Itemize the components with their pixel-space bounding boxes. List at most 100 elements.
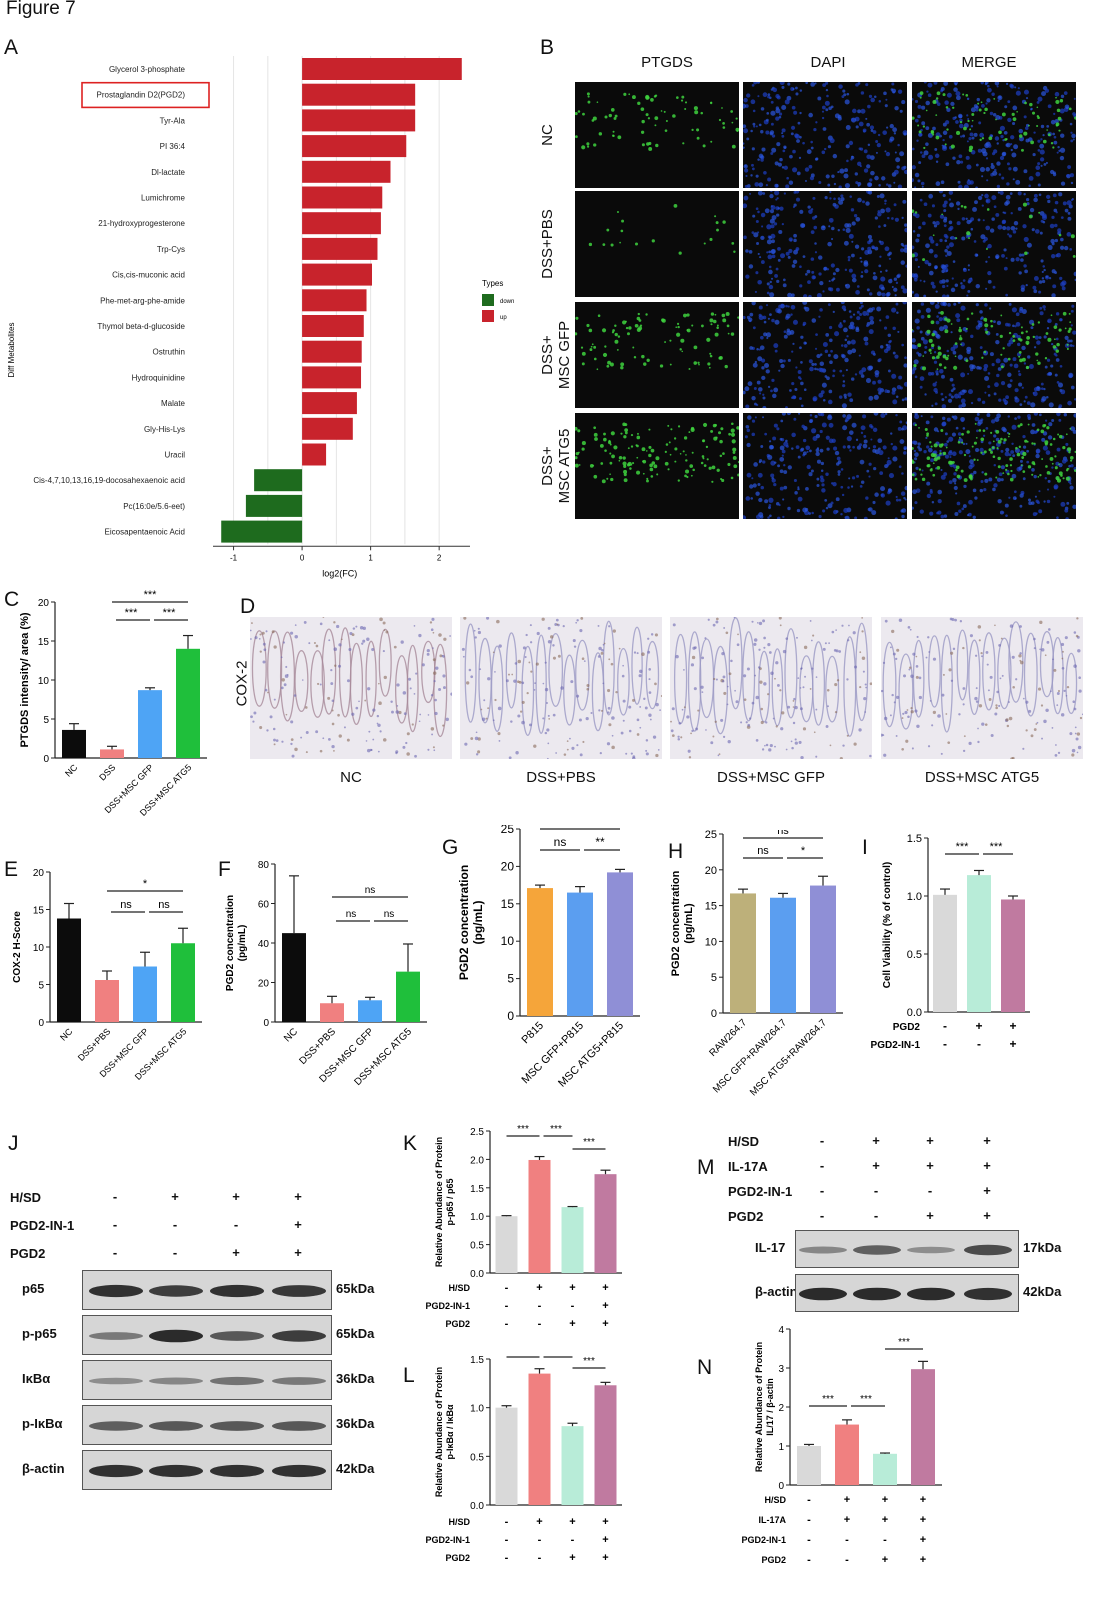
treatment-label-1: IL-17A	[728, 1159, 768, 1174]
N-y-tick-label-4: 4	[778, 1325, 784, 1336]
micrograph-texture-ptgds-3	[575, 422, 739, 484]
a-bar-11	[302, 340, 362, 363]
E-y-tick-label-4: 20	[33, 868, 45, 879]
panel-i-chart: 0.0 0.5 1.0 1.5 Cell Viability (% of control…	[871, 833, 1030, 1051]
G-y-tick-label-4: 20	[501, 859, 515, 873]
H-y-tick-label-0: 0	[711, 1008, 717, 1020]
L-y-tick-label-3: 1.5	[470, 1355, 484, 1366]
blot-strip-1	[82, 1315, 332, 1355]
F-bracket-label-2: ns	[384, 909, 395, 920]
E-y-axis-label-0: COX-2 H-Score	[12, 911, 23, 983]
cox2-label: COX-2	[233, 660, 251, 707]
a-category-label-13: Malate	[161, 399, 186, 408]
N-condition-sign-2-0: -	[807, 1534, 811, 1546]
K-bar-3	[594, 1174, 617, 1273]
treatment-sign-3-2: +	[926, 1208, 934, 1223]
N-condition-sign-2-1: -	[845, 1534, 849, 1546]
a-legend-title: Types	[482, 279, 503, 288]
L-condition-name-2: PGD2	[445, 1553, 470, 1563]
blot-band-3-3	[272, 1421, 326, 1431]
treatment-sign-1-3: +	[983, 1158, 991, 1173]
H-category-label-0: RAW264.7	[707, 1017, 749, 1059]
blot-band-0-2	[907, 1246, 955, 1254]
treatment-sign-0-2: +	[926, 1133, 934, 1148]
C-y-tick-label-4: 20	[38, 598, 50, 609]
blot-band-2-3	[272, 1377, 326, 1385]
L-y-tick-label-1: 0.5	[470, 1452, 484, 1463]
a-category-label-7: Trp-Cys	[157, 245, 185, 254]
treatment-sign-0-0: -	[819, 1133, 825, 1148]
K-bracket-label-1: ***	[550, 1125, 562, 1135]
C-bar-0	[62, 729, 86, 758]
E-y-tick-label-2: 10	[33, 943, 45, 954]
panel-k-chart: 0.0 0.5 1.0 1.5 2.0 2.5 Relative Abundance of …	[425, 1125, 622, 1330]
a-bar-14	[302, 417, 353, 440]
K-y-tick-label-0: 0.0	[470, 1269, 484, 1280]
N-condition-sign-3-2: +	[882, 1554, 888, 1566]
blot-band-0-1	[853, 1245, 901, 1255]
C-bracket-label-2: ***	[163, 607, 177, 619]
a-category-label-17: Pc(16:0e/5.6-eet)	[123, 502, 185, 511]
a-bar-6	[302, 212, 381, 235]
I-bar-2	[1001, 899, 1025, 1012]
K-condition-sign-2-3: +	[602, 1318, 608, 1330]
N-condition-name-1: IL-17A	[758, 1515, 786, 1525]
N-y-axis-label-0: Relative Abundance of Protein	[754, 1342, 764, 1472]
C-bracket-label-1: ***	[125, 607, 139, 619]
G-bracket-label-2: **	[595, 835, 605, 849]
panel-m-western-blot: H/SD - + + + IL-17A - + + + PGD2-IN-1 - - - + PGD2 - - + + I…	[700, 1130, 1106, 1330]
F-category-label-1: DSS+PBS	[298, 1026, 339, 1067]
band-kda-3: 36kDa	[336, 1416, 375, 1431]
micrograph-dapi-3	[743, 413, 907, 519]
N-bar-0	[797, 1446, 821, 1485]
L-condition-sign-1-3: +	[602, 1534, 608, 1546]
ihc-texture-3	[670, 617, 872, 759]
treatment-label-0: H/SD	[10, 1190, 42, 1205]
L-y-axis-label-1: p-IκBα / IκBα	[445, 1404, 455, 1460]
blot-band-1-0	[89, 1332, 143, 1340]
N-condition-sign-2-2: -	[883, 1534, 887, 1546]
K-bracket-label-2: ***	[583, 1137, 595, 1148]
L-bracket-label-1: ***	[550, 1355, 562, 1356]
a-legend-label-down: down	[500, 299, 514, 305]
a-bar-1	[302, 83, 416, 106]
treatment-sign-0-1: +	[171, 1189, 179, 1204]
I-condition-sign-1-0: -	[943, 1037, 947, 1051]
K-condition-name-0: H/SD	[448, 1283, 470, 1293]
K-condition-sign-1-1: -	[538, 1300, 542, 1312]
a-x-tick-label-2: 1	[368, 553, 373, 562]
blot-band-4-3	[272, 1464, 326, 1478]
H-bar-2	[810, 885, 836, 1013]
K-bar-1	[528, 1159, 551, 1273]
C-bracket-label-0: ***	[144, 590, 158, 601]
blot-band-0-1	[149, 1285, 203, 1297]
a-category-label-5: Lumichrome	[141, 194, 186, 203]
a-category-label-15: Uracil	[165, 451, 186, 460]
band-label-4: β-actin	[22, 1461, 65, 1476]
C-y-tick-label-0: 0	[43, 754, 49, 765]
K-y-axis-label-0: Relative Abundance of Protein	[434, 1137, 444, 1267]
micrograph-texture-merge-1	[912, 191, 1076, 297]
H-bar-1	[770, 897, 796, 1013]
band-label-2: IκBα	[22, 1371, 51, 1386]
a-x-axis-label: log2(FC)	[322, 568, 357, 578]
L-condition-sign-0-0: -	[505, 1516, 509, 1528]
E-bracket-label-2: ns	[158, 899, 170, 911]
a-bar-4	[302, 160, 391, 183]
micrograph-merge-3	[912, 413, 1076, 519]
ihc-label-msc-atg5: DSS+MSC ATG5	[924, 769, 1040, 786]
a-bar-18	[221, 520, 303, 543]
panel-letter-j: J	[8, 1132, 19, 1155]
micrograph-dapi-2	[743, 302, 907, 408]
G-bracket-label-1: ns	[554, 835, 567, 849]
I-y-tick-label-2: 1.0	[907, 891, 922, 903]
panel-f-chart: 0 20 40 60 80 PGD2 concentration (pg/mL) NCDSS+…	[225, 860, 427, 1088]
a-x-tick-label-1: 0	[300, 553, 305, 562]
micrograph-dapi-1	[743, 191, 907, 297]
a-category-label-9: Phe-met-arg-phe-amide	[100, 296, 185, 305]
K-condition-sign-0-1: +	[536, 1282, 542, 1294]
treatment-sign-2-0: -	[819, 1183, 825, 1198]
a-highlight-box	[81, 81, 210, 109]
band-label-0: IL-17	[755, 1240, 786, 1255]
blot-bands-1	[89, 1329, 326, 1343]
